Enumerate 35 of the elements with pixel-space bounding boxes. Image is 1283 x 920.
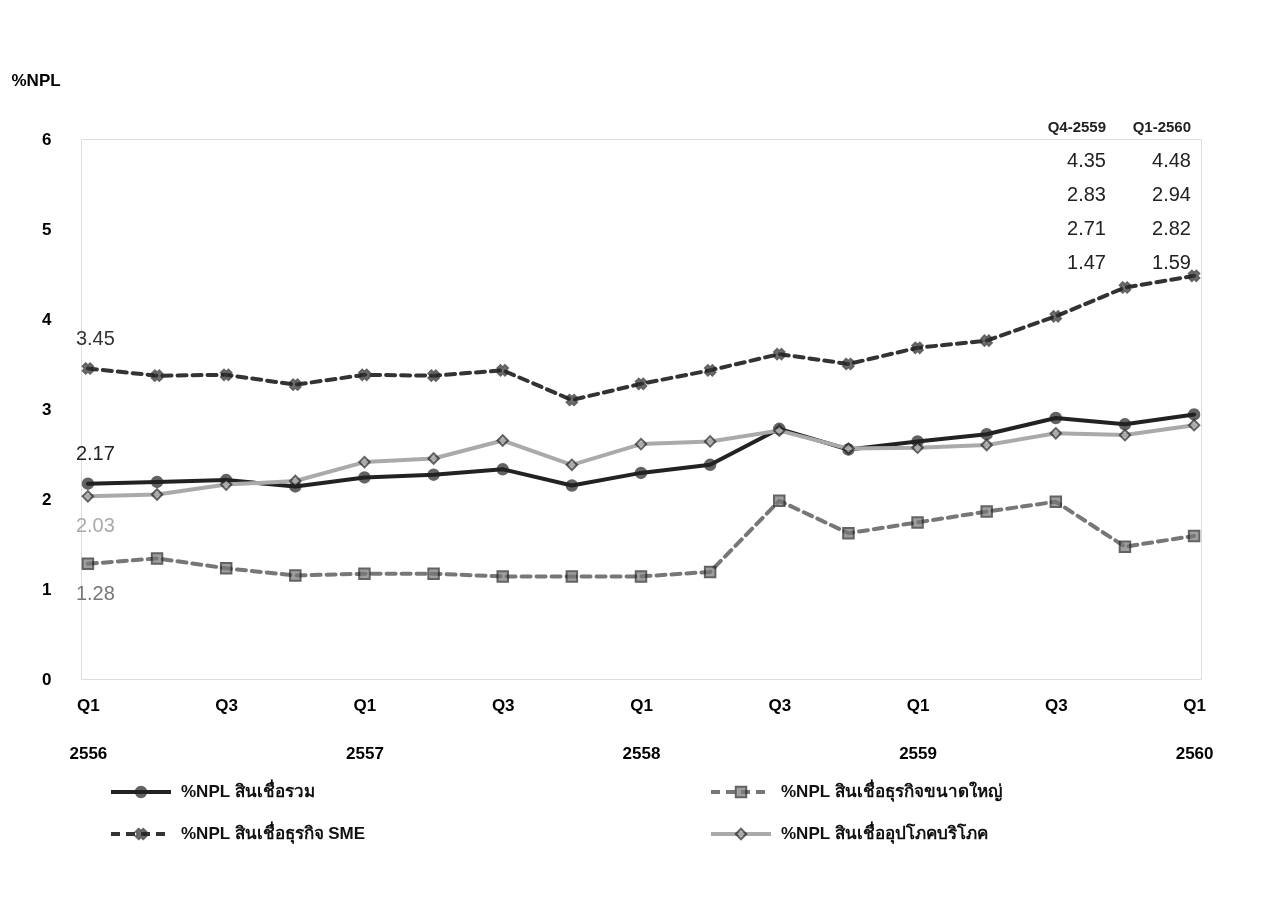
annotation: 4.35 (1067, 149, 1106, 171)
data-label: 2.17 (75, 441, 115, 464)
annotation: 1.47 (1067, 251, 1106, 273)
x-tick-label: Q3 (215, 695, 239, 715)
category-label: Q1 2558 (622, 695, 661, 763)
y-tick-label: 0 (42, 669, 52, 689)
x-tick-label: Q3 (768, 695, 792, 715)
y-tick-label: 6 (42, 129, 52, 149)
y-axis-title: %NPL (11, 70, 61, 90)
category-label: Q1 2559 (899, 695, 937, 763)
legend-label: %NPL สินเชื่ออุปโภคบริโภค (781, 821, 988, 844)
category-label: Q1 2556 (69, 695, 108, 763)
data-label: 3.45 (75, 326, 115, 349)
data-label: 2.03 (75, 514, 115, 537)
category-label: Q1 2560 (1175, 695, 1214, 763)
y-tick-label: 3 (42, 399, 52, 419)
y-tick-label: 2 (42, 489, 52, 509)
annotation: 2.83 (1067, 183, 1106, 205)
annotation: 4.48 (1152, 149, 1191, 171)
x-tick-label: Q3 (1044, 695, 1068, 715)
legend-label: %NPL สินเชื่อธุรกิจ SME (181, 821, 366, 844)
legend-label: %NPL สินเชื่อธุรกิจขนาดใหญ่ (781, 779, 1002, 802)
annotation: 2.71 (1067, 217, 1106, 239)
legend-label: %NPL สินเชื่อรวม (181, 779, 315, 801)
text: Q4-2559 (1047, 118, 1106, 135)
annotation: 1.59 (1152, 251, 1191, 273)
annotation: 2.94 (1152, 183, 1191, 205)
annotation: 2.82 (1152, 217, 1191, 239)
y-tick-label: 1 (42, 579, 52, 599)
data-label: 1.28 (75, 581, 115, 604)
x-tick-label: Q3 (491, 695, 515, 715)
text: Q1-2560 (1132, 118, 1191, 135)
category-label: Q1 2557 (346, 695, 384, 763)
y-tick-label: 5 (42, 219, 52, 239)
y-tick-label: 4 (42, 309, 53, 329)
